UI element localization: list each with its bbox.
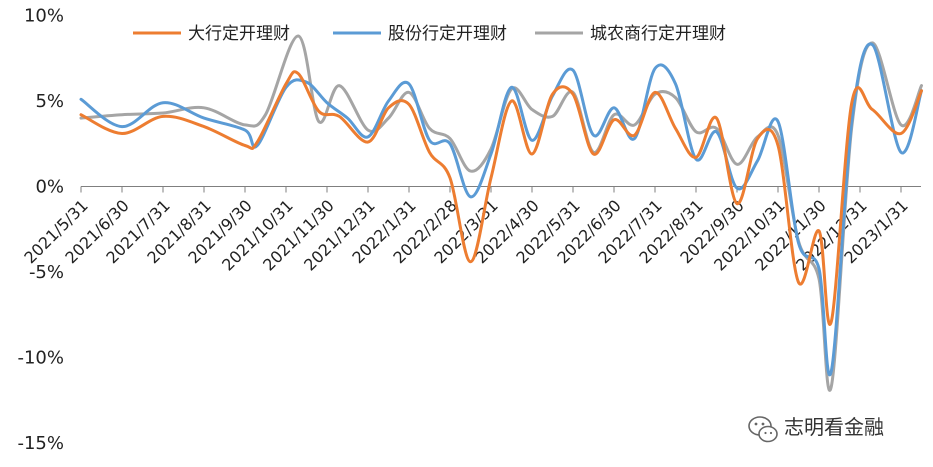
series-line-1 <box>79 42 923 377</box>
y-tick-label: 5% <box>35 91 64 112</box>
legend-label-1: 股份行定开理财 <box>388 24 507 44</box>
y-tick-label: 0% <box>35 177 64 198</box>
y-tick-label: -5% <box>29 262 64 283</box>
series-layer <box>79 34 923 392</box>
watermark-text: 志明看金融 <box>784 415 884 439</box>
y-tick-label: 10% <box>24 6 64 27</box>
legend-label-2: 城农商行定开理财 <box>590 24 726 44</box>
y-tick-label: -15% <box>17 433 64 454</box>
series-line-0 <box>79 70 923 326</box>
legend-label-0: 大行定开理财 <box>188 24 290 44</box>
wechat-icon <box>748 416 778 443</box>
y-tick-label: -10% <box>17 348 64 369</box>
watermark: 志明看金融 <box>748 415 884 443</box>
y-axis: 10% 5% 0% -5% -10% -15% <box>17 6 64 455</box>
legend: 大行定开理财 股份行定开理财 城农商行定开理财 <box>133 24 726 44</box>
